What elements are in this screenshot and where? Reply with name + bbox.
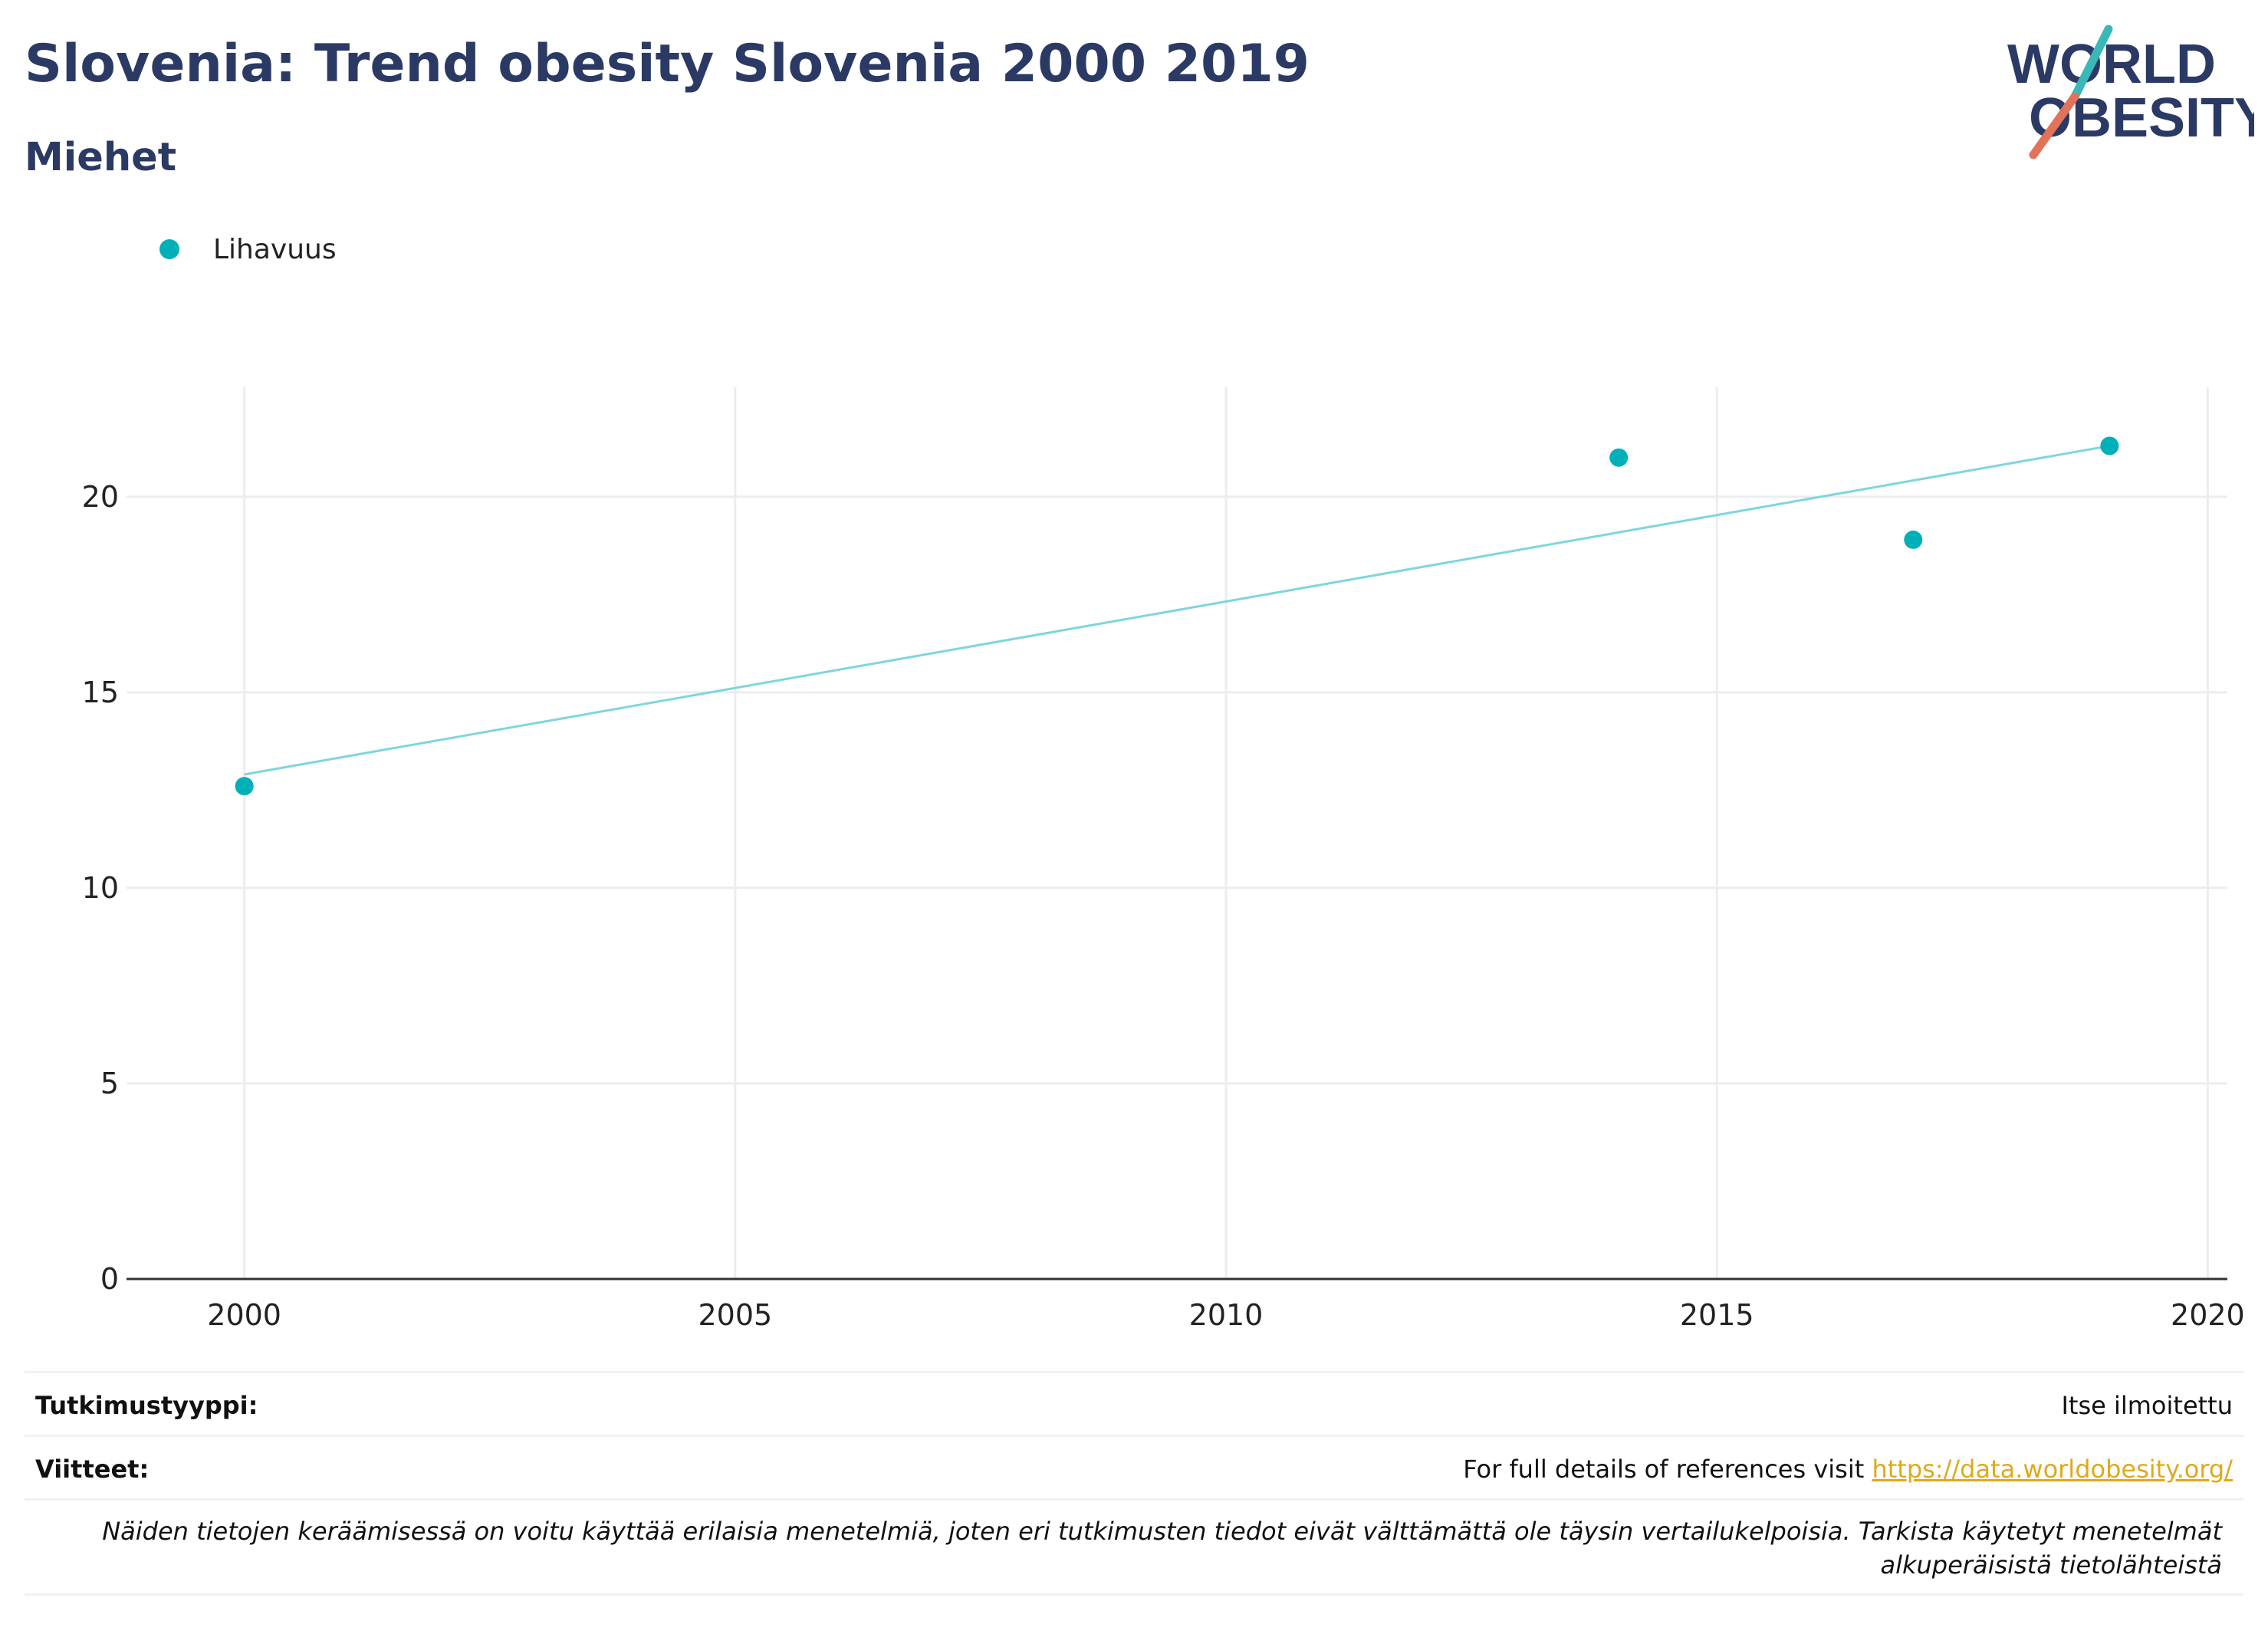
chart-subtitle: Miehet [25, 135, 177, 180]
legend-marker [159, 239, 179, 259]
legend-label: Lihavuus [213, 233, 337, 265]
y-tick-label: 5 [100, 1067, 119, 1100]
references-link[interactable]: https://data.worldobesity.org/ [1872, 1455, 2233, 1484]
study-type-value: Itse ilmoitettu [2061, 1391, 2233, 1420]
info-divider-top [25, 1371, 2243, 1373]
x-tick-label: 2000 [207, 1298, 281, 1332]
scatter-chart: 2000 2005 2010 2015 2020 0 5 10 15 20 [82, 387, 2245, 1332]
references-value: For full details of references visit htt… [1463, 1455, 2243, 1484]
data-point [1609, 448, 1629, 467]
logo-slash-teal [2070, 25, 2113, 101]
x-tick-label: 2020 [2171, 1298, 2245, 1332]
data-point [2100, 436, 2119, 455]
info-divider-bottom [25, 1593, 2243, 1596]
study-type-row: Tutkimustyyppi: Itse ilmoitettu [25, 1375, 2243, 1436]
y-tick-label: 10 [82, 871, 119, 905]
trend-line [244, 445, 2110, 776]
world-obesity-logo: WORLD OBESITY [2007, 25, 2254, 159]
logo-line2: OBESITY [2029, 87, 2254, 149]
references-label: Viitteet: [35, 1455, 150, 1484]
logo-line1: WORLD [2007, 34, 2216, 95]
study-type-label: Tutkimustyyppi: [35, 1391, 258, 1420]
data-point [235, 777, 254, 796]
methodology-note: Näiden tietojen keräämisessä on voitu kä… [102, 1517, 2222, 1580]
data-point [1904, 530, 1923, 549]
info-divider-note [25, 1498, 2243, 1501]
logo-slash-coral [2029, 92, 2079, 159]
x-tick-label: 2015 [1680, 1298, 1754, 1332]
chart-title: Slovenia: Trend obesity Slovenia 2000 20… [25, 34, 1310, 94]
x-tick-label: 2010 [1189, 1298, 1264, 1332]
references-row: Viitteet: For full details of references… [25, 1438, 2243, 1500]
legend[interactable]: Lihavuus [159, 230, 337, 268]
references-text: For full details of references visit [1463, 1455, 1872, 1484]
y-tick-label: 20 [82, 480, 119, 514]
info-divider-mid [25, 1435, 2243, 1437]
y-tick-label: 0 [100, 1262, 119, 1296]
y-tick-label: 15 [82, 676, 119, 709]
x-tick-label: 2005 [698, 1298, 772, 1332]
